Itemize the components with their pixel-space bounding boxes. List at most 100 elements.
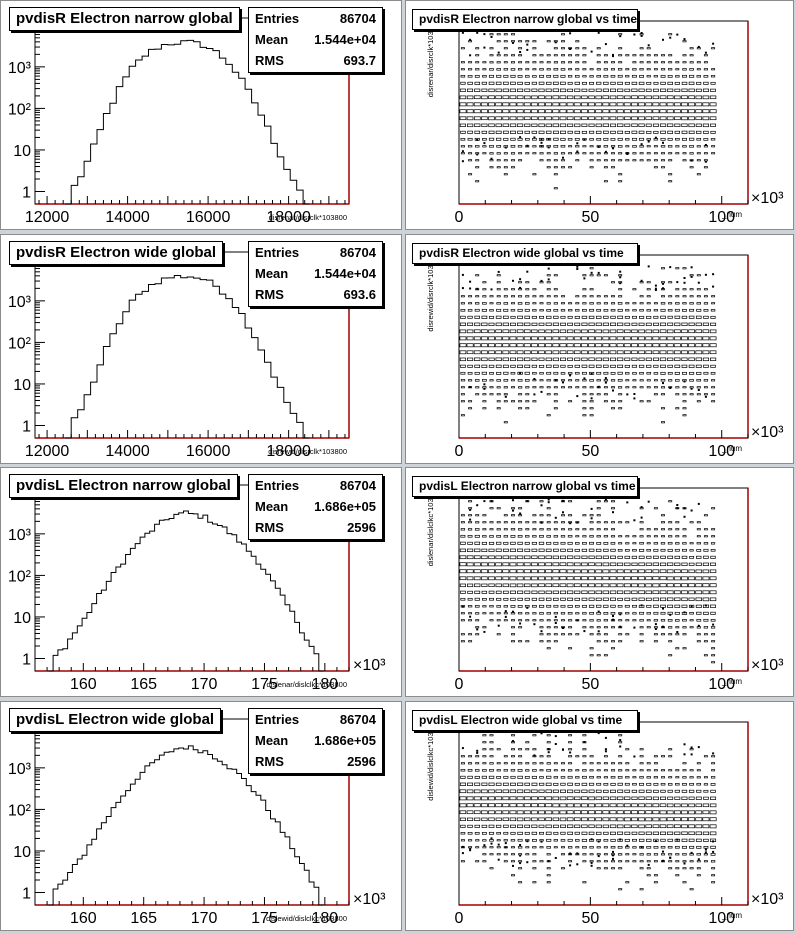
x-tick-label: 0: [455, 209, 464, 226]
stats-value: 1.686e+05: [314, 733, 376, 748]
x-tick-label: 100: [708, 910, 735, 927]
histogram-svg: 1 10 10² 10³ 12000 14000 16000 18000disrewid/di…: [8, 251, 350, 460]
stats-box: Entries 86704 Mean 1.544e+04 RMS 693.7: [248, 7, 383, 73]
stats-row: RMS 693.7: [249, 50, 382, 71]
histogram-svg: 1 10 10² 10³ 12000 14000 16000 18000disrenar/di…: [8, 17, 350, 226]
stats-key: Mean: [255, 499, 289, 514]
stats-value: 2596: [347, 754, 376, 769]
stats-row: Entries 86704: [249, 475, 382, 496]
x-tick-label: 16000: [186, 209, 231, 226]
x-tick-label: 0: [455, 443, 464, 460]
timeplot-svg: 0 50 100_num ×10³ dislewid/dislclkc*10380: [426, 721, 784, 927]
timeplot-title: pvdisL Electron narrow global vs time: [412, 476, 638, 497]
stats-box: Entries 86704 Mean 1.686e+05 RMS 2596: [248, 708, 383, 774]
x-tick-label: 50: [581, 209, 599, 226]
x-exponent-label: ×10³: [353, 657, 386, 674]
y-tick-label: 10³: [8, 60, 32, 77]
timeplot-svg: 0 50 100_num ×10³ disrewid/disrclk*10380: [426, 254, 784, 460]
stats-key: Entries: [255, 245, 300, 260]
x-tick-label: 160: [70, 676, 97, 693]
x-exponent-label: ×10³: [751, 424, 784, 441]
box-cells: [459, 727, 717, 891]
box-cells: [459, 493, 717, 664]
x-tick-label: 100: [708, 209, 735, 226]
x-tick-label: 18000: [266, 443, 311, 460]
stats-value: 1.544e+04: [314, 266, 376, 281]
stats-value: 693.6: [343, 287, 376, 302]
y-tick-label: 10²: [8, 568, 32, 585]
stats-row: Mean 1.686e+05: [249, 496, 382, 517]
x-exponent-label: ×10³: [751, 891, 784, 908]
x-tick-label: 0: [455, 910, 464, 927]
y-tick-label: 10³: [8, 761, 32, 778]
y-tick-label: 10²: [8, 335, 32, 352]
stats-key: Mean: [255, 266, 289, 281]
stats-value: 2596: [347, 520, 376, 535]
stats-row: Entries 86704: [249, 709, 382, 730]
timeplot-svg: 0 50 100_num ×10³ disrenar/disrclk*10380: [426, 20, 784, 226]
x-axis-label: _num: [721, 677, 742, 686]
stats-row: Mean 1.686e+05: [249, 730, 382, 751]
y-axis-label: dislenar/dislclkc*10380: [426, 490, 435, 566]
x-tick-label: 50: [581, 676, 599, 693]
timeplot-title: pvdisR Electron wide global vs time: [412, 243, 638, 264]
stats-row: Entries 86704: [249, 242, 382, 263]
stats-value: 86704: [339, 11, 376, 26]
x-axis-label: disrenar/disrclk*103800: [269, 213, 347, 222]
histogram-pad: 1 10 10² 10³ 12000 14000 16000 18000 disrewid/di…: [0, 234, 402, 464]
stats-box: Entries 86704 Mean 1.686e+05 RMS 2596: [248, 474, 383, 540]
y-tick-label: 1: [22, 651, 31, 668]
x-tick-label: 50: [581, 443, 599, 460]
histogram-line: [64, 275, 310, 439]
x-axis-label: disrewid/disrclk*103800: [268, 447, 347, 456]
y-tick-label: 10²: [8, 101, 32, 118]
y-tick-label: 10: [13, 143, 31, 160]
stats-key: Entries: [255, 478, 300, 493]
x-tick-label: 180: [311, 676, 338, 693]
stats-key: RMS: [255, 287, 284, 302]
stats-value: 86704: [339, 712, 376, 727]
x-tick-label: 100: [708, 676, 735, 693]
y-tick-label: 10: [13, 844, 31, 861]
stats-key: Entries: [255, 712, 300, 727]
x-tick-label: 12000: [25, 443, 70, 460]
histogram-line: [48, 510, 324, 672]
histogram-line: [64, 39, 310, 205]
stats-key: Mean: [255, 733, 289, 748]
stats-row: Entries 86704: [249, 8, 382, 29]
y-tick-label: 10³: [8, 527, 32, 544]
timeplot-svg: 0 50 100_num ×10³ dislenar/dislclkc*10380: [426, 487, 784, 693]
histogram-pad: 1 10 10² 10³ 160 165 170 175 180 dislewid/dislclk…: [0, 701, 402, 931]
stats-row: Mean 1.544e+04: [249, 29, 382, 50]
x-tick-label: 170: [191, 676, 218, 693]
y-axis-label: disrenar/disrclk*10380: [426, 23, 435, 97]
histogram-pad: 1 10 10² 10³ 12000 14000 16000 18000 disrenar/di…: [0, 0, 402, 230]
timeplot-pad: 0 50 100 _num ×10³ disrewid/disrclk*10380 pvdi…: [405, 234, 794, 464]
stats-key: Mean: [255, 32, 289, 47]
x-tick-label: 16000: [186, 443, 231, 460]
histogram-title: pvdisR Electron wide global: [9, 241, 224, 265]
histogram-title: pvdisL Electron wide global: [9, 708, 222, 732]
timeplot-pad: 0 50 100 _num ×10³ dislewid/dislclkc*10380 pvd…: [405, 701, 794, 931]
x-tick-label: 12000: [25, 209, 70, 226]
x-tick-label: 165: [130, 676, 157, 693]
y-axis-label: disrewid/disrclk*10380: [426, 257, 435, 332]
stats-value: 86704: [339, 245, 376, 260]
histogram-line: [48, 745, 324, 906]
x-tick-label: 18000: [266, 209, 311, 226]
x-tick-label: 0: [455, 676, 464, 693]
stats-key: RMS: [255, 520, 284, 535]
x-exponent-label: ×10³: [751, 657, 784, 674]
stats-value: 1.686e+05: [314, 499, 376, 514]
y-tick-label: 1: [22, 184, 31, 201]
y-axis-label: dislewid/dislclkc*10380: [426, 724, 435, 801]
x-exponent-label: ×10³: [353, 891, 386, 908]
x-axis-label: dislenar/dislclkc*103800: [267, 680, 347, 689]
y-tick-label: 10²: [8, 802, 32, 819]
x-tick-label: 175: [251, 910, 278, 927]
histogram-title: pvdisL Electron narrow global: [9, 474, 238, 498]
stats-row: RMS 2596: [249, 751, 382, 772]
stats-key: RMS: [255, 53, 284, 68]
y-tick-label: 1: [22, 885, 31, 902]
